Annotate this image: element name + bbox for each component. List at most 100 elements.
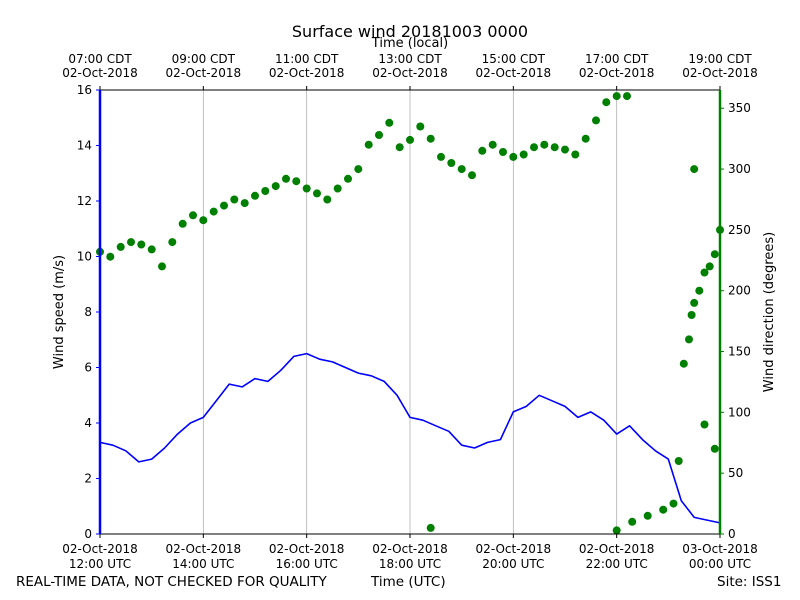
- wind-direction-point: [695, 286, 704, 295]
- wind-direction-point: [540, 140, 549, 149]
- wind-direction-point: [364, 140, 373, 149]
- wind-direction-point: [623, 92, 631, 101]
- vertical-gridlines: [202, 90, 618, 534]
- wind-direction-point: [375, 131, 383, 139]
- wind-direction-point: [488, 140, 497, 149]
- bottom-tick-time-label: 18:00 UTC: [379, 557, 441, 571]
- wind-direction-point: [251, 191, 259, 200]
- right-tick-label: 50: [728, 466, 743, 480]
- top-tick-time-label: 17:00 CDT: [585, 52, 649, 66]
- wind-direction-point: [271, 182, 280, 191]
- wind-direction-point: [674, 457, 683, 465]
- wind-direction-point: [240, 199, 249, 208]
- wind-direction-point: [530, 143, 538, 152]
- bottom-tick-time-label: 20:00 UTC: [482, 557, 544, 571]
- left-tick-label: 2: [84, 472, 92, 486]
- bottom-tick-date-label: 02-Oct-2018: [166, 542, 242, 556]
- wind-direction-point: [700, 268, 709, 277]
- wind-speed-line: [99, 352, 721, 524]
- bottom-tick-time-label: 12:00 UTC: [69, 557, 131, 571]
- left-tick-label: 14: [77, 139, 92, 153]
- wind-direction-point: [426, 523, 435, 532]
- wind-direction-point: [406, 135, 414, 144]
- right-tick-label: 250: [728, 223, 751, 237]
- x-axis-label: Time (UTC): [371, 574, 446, 590]
- bottom-tick-date-label: 02-Oct-2018: [372, 542, 448, 556]
- wind-direction-point: [561, 145, 569, 154]
- wind-direction-point: [302, 184, 311, 193]
- wind-direction-point: [426, 134, 435, 143]
- wind-direction-point: [592, 116, 600, 125]
- wind-direction-point: [690, 165, 699, 174]
- top-tick-date-label: 02-Oct-2018: [372, 66, 448, 80]
- top-tick-date-label: 02-Oct-2018: [269, 66, 345, 80]
- bottom-tick-time-label: 16:00 UTC: [276, 557, 338, 571]
- bottom-tick-date-label: 02-Oct-2018: [269, 542, 345, 556]
- wind-direction-point: [499, 148, 507, 156]
- bottom-tick-date-label: 03-Oct-2018: [682, 542, 758, 556]
- wind-direction-point: [230, 195, 239, 204]
- wind-direction-point: [106, 252, 115, 261]
- wind-direction-point: [612, 526, 621, 535]
- right-axis-label: Wind direction (degrees): [762, 232, 777, 392]
- wind-direction-point: [313, 189, 321, 198]
- wind-direction-point: [220, 201, 228, 210]
- right-tick-label: 100: [728, 405, 751, 419]
- site-label: Site: ISS1: [717, 574, 782, 590]
- bottom-tick-date-label: 02-Oct-2018: [476, 542, 552, 556]
- top-tick-time-label: 11:00 CDT: [275, 52, 339, 66]
- bottom-tick-time-label: 22:00 UTC: [586, 557, 648, 571]
- chart-title: Surface wind 20181003 0000: [292, 22, 528, 41]
- wind-direction-point: [685, 335, 693, 344]
- wind-direction-point: [385, 118, 394, 127]
- wind-direction-point: [643, 511, 652, 520]
- top-tick-date-label: 02-Oct-2018: [62, 66, 138, 80]
- wind-direction-point: [447, 159, 456, 167]
- wind-direction-point: [669, 499, 678, 508]
- wind-direction-point: [571, 150, 580, 159]
- left-tick-label: 6: [84, 361, 92, 375]
- right-axis-ticks: 0 50 100 150 200 250 300 350: [720, 101, 751, 541]
- top-tick-time-label: 19:00 CDT: [688, 52, 752, 66]
- left-tick-label: 0: [84, 527, 92, 541]
- wind-direction-point: [509, 152, 518, 161]
- wind-direction-point: [710, 444, 719, 453]
- top-tick-time-label: 09:00 CDT: [172, 52, 236, 66]
- wind-direction-point: [354, 165, 363, 174]
- left-tick-label: 4: [84, 416, 92, 430]
- wind-direction-point: [395, 143, 404, 152]
- wind-direction-point: [189, 211, 197, 220]
- wind-direction-point: [261, 187, 270, 195]
- wind-direction-point: [344, 174, 352, 183]
- wind-direction-point: [602, 98, 611, 107]
- left-axis-label: Wind speed (m/s): [52, 255, 67, 369]
- wind-direction-point: [282, 174, 290, 183]
- right-tick-label: 200: [728, 284, 751, 298]
- top-tick-date-label: 02-Oct-2018: [476, 66, 552, 80]
- right-tick-label: 350: [728, 101, 751, 115]
- wind-direction-point: [550, 143, 559, 152]
- top-tick-date-label: 02-Oct-2018: [579, 66, 655, 80]
- wind-direction-point: [116, 242, 125, 251]
- left-tick-label: 10: [77, 250, 92, 264]
- bottom-tick-date-label: 02-Oct-2018: [62, 542, 138, 556]
- wind-direction-point: [168, 238, 177, 247]
- wind-direction-point: [127, 238, 135, 247]
- wind-direction-point: [519, 150, 528, 159]
- right-tick-label: 300: [728, 162, 751, 176]
- top-tick-time-label: 13:00 CDT: [378, 52, 442, 66]
- wind-direction-point: [478, 146, 487, 155]
- wind-direction-point: [581, 134, 590, 143]
- wind-direction-point: [700, 420, 709, 429]
- wind-direction-point: [468, 171, 476, 180]
- wind-direction-point: [457, 165, 466, 174]
- wind-direction-point: [687, 311, 696, 319]
- wind-direction-point: [158, 262, 166, 271]
- wind-direction-point: [710, 250, 719, 259]
- wind-direction-point: [659, 505, 668, 514]
- left-tick-label: 12: [77, 194, 92, 208]
- wind-direction-point: [705, 262, 714, 271]
- wind-direction-point: [333, 184, 342, 193]
- wind-direction-point: [416, 122, 425, 131]
